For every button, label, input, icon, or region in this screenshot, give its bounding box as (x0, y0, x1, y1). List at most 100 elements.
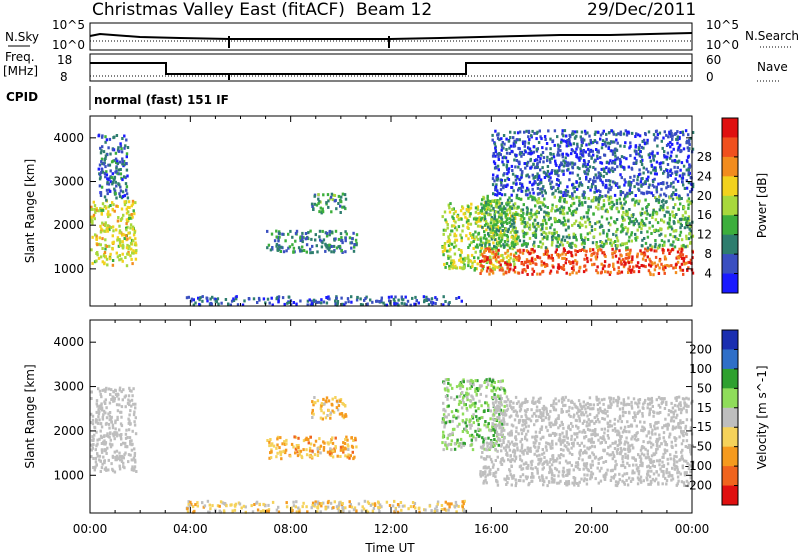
echo-cell (656, 447, 659, 451)
echo-cell (577, 269, 581, 273)
echo-cell (310, 455, 314, 459)
echo-cell (601, 267, 605, 271)
echo-cell (559, 190, 562, 194)
echo-cell (344, 438, 347, 441)
echo-cell (484, 208, 487, 212)
echo-cell (94, 233, 97, 237)
echo-cell (341, 445, 344, 449)
echo-cell (469, 382, 472, 386)
echo-cell (513, 139, 516, 143)
echo-cell (350, 505, 354, 509)
echo-cell (578, 249, 581, 253)
echo-cell (600, 262, 603, 266)
echo-cell (639, 460, 642, 464)
echo-cell (500, 213, 503, 217)
echo-cell (485, 221, 488, 225)
echo-cell (631, 255, 634, 259)
echo-cell (468, 214, 472, 218)
echo-cell (92, 200, 95, 204)
echo-cell (524, 166, 527, 170)
echo-cell (121, 137, 124, 140)
echo-cell (676, 255, 679, 259)
echo-cell (614, 183, 618, 187)
echo-cell (127, 417, 130, 421)
echo-cell (100, 209, 103, 213)
echo-cell (539, 228, 543, 232)
echo-cell (315, 203, 319, 207)
echo-cell (311, 504, 314, 507)
echo-cell (123, 134, 126, 138)
echo-cell (442, 430, 445, 434)
echo-cell (451, 224, 454, 228)
echo-cell (558, 153, 561, 157)
echo-cell (609, 469, 613, 473)
echo-cell (371, 509, 375, 513)
echo-cell (133, 465, 137, 469)
echo-cell (503, 211, 506, 214)
echo-cell (566, 153, 570, 157)
echo-cell (394, 506, 397, 510)
echo-cell (546, 235, 549, 239)
echo-cell (491, 425, 494, 429)
echo-cell (658, 266, 661, 270)
echo-cell (499, 226, 502, 230)
echo-cell (557, 470, 561, 474)
echo-cell (495, 249, 498, 253)
echo-cell (627, 256, 631, 260)
echo-cell (639, 249, 642, 253)
echo-cell (510, 440, 514, 444)
echo-cell (561, 243, 565, 247)
echo-cell (196, 504, 199, 508)
echo-cell (503, 193, 507, 197)
echo-cell (125, 218, 129, 222)
echo-cell (573, 162, 576, 166)
echo-cell (382, 301, 385, 305)
echo-cell (641, 158, 644, 162)
echo-cell (602, 174, 605, 178)
echo-cell (484, 255, 487, 259)
echo-cell (550, 180, 554, 184)
echo-cell (673, 165, 676, 169)
echo-cell (648, 257, 651, 261)
echo-cell (114, 157, 118, 161)
echo-cell (581, 201, 584, 205)
echo-cell (311, 416, 314, 419)
echo-cell (512, 237, 515, 241)
echo-cell (515, 182, 518, 186)
echo-cell (126, 237, 129, 241)
echo-cell (230, 503, 233, 507)
echo-cell (97, 412, 101, 416)
echo-cell (236, 303, 240, 307)
echo-cell (131, 465, 134, 469)
echo-cell (476, 243, 479, 247)
echo-cell (483, 423, 486, 427)
echo-cell (494, 257, 498, 261)
echo-cell (546, 155, 549, 159)
echo-cell (312, 298, 316, 302)
echo-cell (568, 208, 571, 212)
echo-cell (96, 452, 99, 456)
echo-cell (643, 251, 646, 255)
echo-cell (264, 301, 267, 305)
echo-cell (546, 237, 549, 241)
echo-cell (485, 441, 489, 445)
echo-cell (448, 210, 452, 214)
echo-cell (483, 472, 486, 476)
echo-cell (513, 254, 516, 258)
echo-cell (344, 250, 347, 254)
echo-cell (611, 247, 614, 251)
echo-cell (489, 429, 492, 433)
echo-cell (481, 265, 485, 269)
echo-cell (465, 406, 468, 410)
echo-cell (608, 141, 612, 145)
echo-cell (118, 194, 122, 198)
echo-cell (457, 504, 460, 508)
echo-cell (484, 475, 487, 479)
echo-cell (562, 268, 566, 271)
echo-cell (275, 235, 278, 239)
echo-cell (557, 147, 560, 151)
echo-cell (240, 506, 243, 510)
echo-cell (497, 168, 500, 172)
echo-cell (586, 172, 590, 176)
echo-cell (600, 270, 603, 274)
